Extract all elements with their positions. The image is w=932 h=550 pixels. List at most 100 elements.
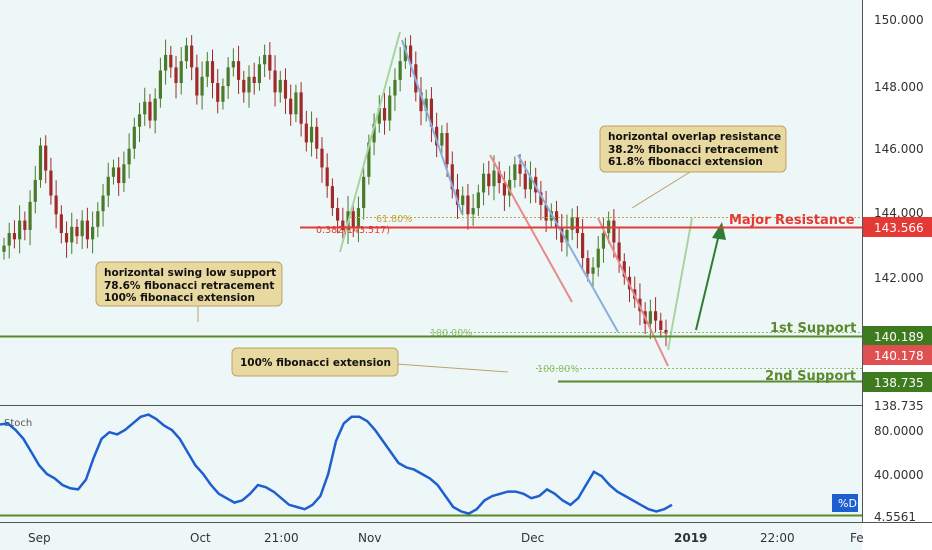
candle-body: [408, 45, 413, 65]
candle-body: [132, 126, 136, 149]
osc-d-tag: %D: [838, 497, 857, 510]
candle-body: [226, 67, 230, 87]
time-tick: Dec: [521, 531, 544, 545]
candle-body: [544, 204, 548, 221]
price-tick: 144.000: [874, 206, 924, 220]
osc-axis: 80.0000 40.0000 4.5561: [874, 424, 924, 524]
osc-pane: [0, 406, 862, 518]
fib-100-lower-label: 100.00%: [537, 364, 579, 375]
osc-label: Stoch: [4, 418, 32, 429]
annotation-fib-ext: 100% fibonacci extension: [231, 347, 509, 377]
candle-body: [455, 189, 460, 205]
candle-body: [591, 267, 595, 274]
candle-body: [601, 233, 606, 249]
time-tick: 22:00: [760, 531, 795, 545]
candle-body: [44, 145, 48, 171]
candle-body: [179, 61, 183, 84]
candle-body: [539, 192, 543, 205]
fib-green-up-1: [339, 31, 401, 253]
candle-body: [184, 45, 189, 62]
candle-body: [336, 208, 340, 221]
candle-body: [471, 208, 475, 215]
candle-body: [398, 61, 402, 80]
annotation-overlap: horizontal overlap resistance 38.2% fibo…: [599, 125, 787, 209]
candle-body: [283, 79, 288, 99]
candle-body: [388, 95, 392, 121]
candle-body: [273, 70, 277, 93]
candle-body: [476, 192, 480, 209]
candle-body: [80, 220, 84, 237]
candle-body: [575, 217, 579, 234]
candle-body: [2, 245, 6, 252]
candle-body: [289, 98, 293, 115]
candle-body: [450, 164, 454, 190]
candle-body: [372, 123, 376, 143]
candle-body: [299, 92, 303, 124]
osc-bottom-tag: 4.5561: [874, 510, 916, 524]
candle-body: [377, 108, 381, 124]
time-axis: Sep Oct 21:00 Nov Dec 2019 22:00 Fe: [28, 531, 864, 545]
price-tick: 150.000: [874, 13, 924, 27]
candle-body: [304, 123, 308, 143]
projection-arrow: [695, 229, 721, 331]
time-tick: Oct: [190, 531, 211, 545]
resistance-tag: 143.566: [874, 221, 924, 235]
candle-body: [648, 311, 652, 324]
time-tick: Fe: [850, 531, 864, 545]
fib-drawings: [339, 31, 726, 367]
candle-body: [33, 179, 37, 202]
candle-body: [127, 148, 131, 165]
candle-body: [28, 201, 32, 230]
candle-body: [257, 64, 262, 84]
candle-body: [54, 195, 58, 215]
annotation-line: horizontal swing low support: [104, 267, 276, 279]
candle-body: [461, 195, 465, 205]
candle-body: [393, 79, 397, 96]
fib-pink-down-2: [597, 217, 669, 367]
candle-body: [586, 258, 590, 274]
candle-body: [210, 61, 215, 84]
price-tick: 138.735: [874, 399, 924, 413]
price-axis-area: [862, 0, 932, 550]
candle-body: [174, 67, 178, 84]
candle-body: [523, 173, 527, 190]
second-support-label: 2nd Support: [765, 369, 856, 384]
candle-body: [137, 114, 142, 127]
candle-body: [64, 233, 69, 243]
candle-body: [362, 176, 366, 209]
candle-body: [664, 329, 668, 334]
candle-body: [315, 126, 319, 149]
candle-body: [622, 261, 626, 277]
fib-100-upper-label: 100.00%: [430, 328, 472, 339]
candle-body: [445, 133, 449, 165]
candle-body: [236, 61, 241, 80]
candle-body: [242, 79, 246, 93]
candle-body: [205, 61, 209, 77]
candle-body: [518, 164, 522, 174]
candle-body: [190, 45, 194, 68]
candle-body: [252, 76, 256, 84]
candle-body: [18, 220, 22, 240]
candle-body: [570, 217, 574, 230]
osc-tick: 40.0000: [874, 468, 924, 482]
annotation-swing-low: horizontal swing low support 78.6% fibon…: [95, 261, 283, 322]
candle-body: [143, 101, 147, 115]
candle-body: [158, 70, 162, 99]
candle-body: [320, 148, 324, 168]
annotation-line: 78.6% fibonacci retracement: [104, 280, 274, 292]
candle-body: [163, 54, 168, 71]
candle-body: [351, 211, 355, 227]
fib-6180-label: 61.80%: [376, 214, 412, 225]
annotation-line: 38.2% fibonacci retracement: [608, 144, 778, 156]
candle-body: [382, 108, 387, 121]
support2-tag: 138.735: [874, 376, 924, 390]
candle-body: [263, 54, 267, 65]
candle-body: [612, 220, 616, 243]
candle-body: [75, 226, 79, 237]
main-pane: [0, 0, 862, 405]
candle-body: [7, 233, 11, 246]
candle-body: [231, 61, 235, 68]
candle-body: [91, 226, 95, 240]
candle-body: [403, 45, 407, 62]
